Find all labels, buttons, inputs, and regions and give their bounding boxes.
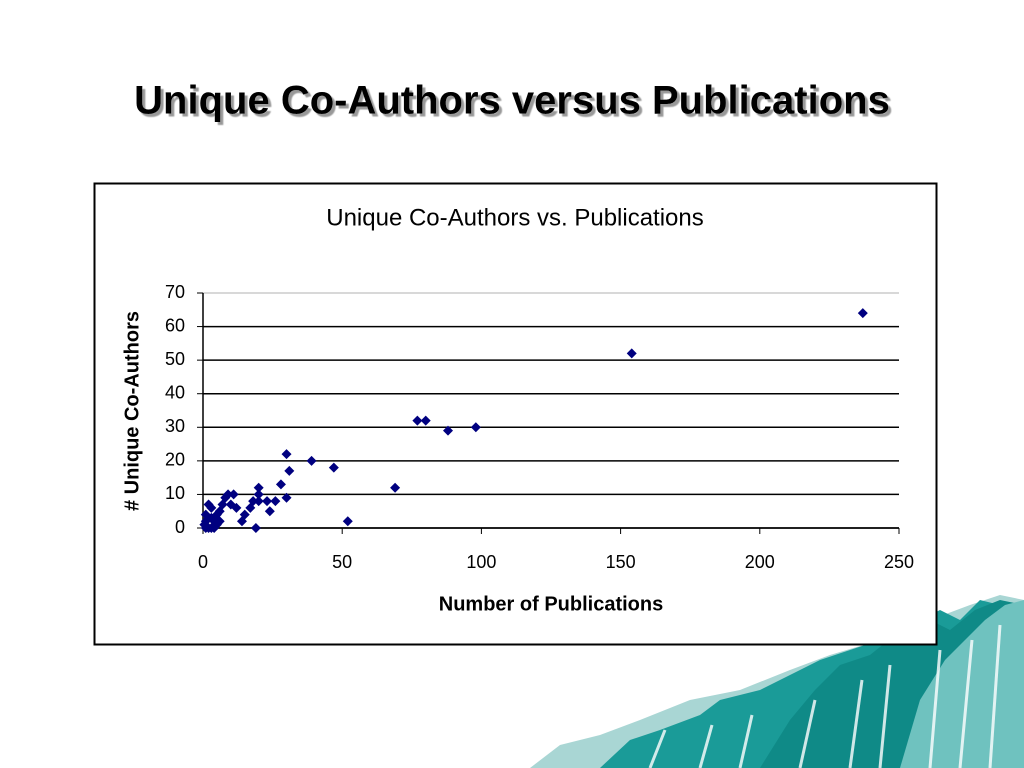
point (857, 308, 868, 319)
point (199, 519, 210, 530)
point (328, 462, 339, 473)
x-axis-label: Number of Publications (439, 593, 663, 615)
point (236, 516, 247, 527)
point (270, 496, 281, 507)
point (206, 512, 217, 523)
point (470, 422, 481, 433)
x-tick-label: 200 (745, 552, 775, 572)
y-tick-label: 10 (165, 483, 185, 503)
x-tick-label: 50 (332, 552, 352, 572)
x-tick-label: 150 (606, 552, 636, 572)
chart-title: Unique Co-Authors vs. Publications (326, 204, 704, 231)
point (284, 465, 295, 476)
point (228, 489, 239, 500)
point (253, 482, 264, 493)
point (390, 482, 401, 493)
x-tick-label: 0 (198, 552, 208, 572)
point (420, 415, 431, 426)
y-tick-label: 30 (165, 416, 185, 436)
point (412, 415, 423, 426)
point (442, 425, 453, 436)
point (206, 502, 217, 513)
chart-frame (93, 182, 938, 646)
point (264, 506, 275, 517)
y-tick-label: 20 (165, 450, 185, 470)
point (306, 455, 317, 466)
x-tick-label: 100 (466, 552, 496, 572)
y-tick-label: 40 (165, 382, 185, 402)
point (262, 496, 273, 507)
point (281, 492, 292, 503)
y-axis-label: # Unique Co-Authors (121, 311, 143, 511)
point (245, 502, 256, 513)
point (225, 499, 236, 510)
y-tick-label: 60 (165, 315, 185, 335)
point (250, 523, 261, 533)
y-tick-label: 70 (165, 282, 185, 302)
point (626, 348, 637, 359)
point (214, 516, 225, 527)
point (342, 516, 353, 527)
y-tick-label: 0 (175, 517, 185, 537)
y-tick-label: 50 (165, 349, 185, 369)
point (253, 489, 264, 500)
point (275, 479, 286, 490)
x-tick-label: 250 (884, 552, 914, 572)
point (253, 496, 264, 507)
point (281, 449, 292, 460)
slide-title: Unique Co-Authors versus Publications (134, 79, 890, 123)
